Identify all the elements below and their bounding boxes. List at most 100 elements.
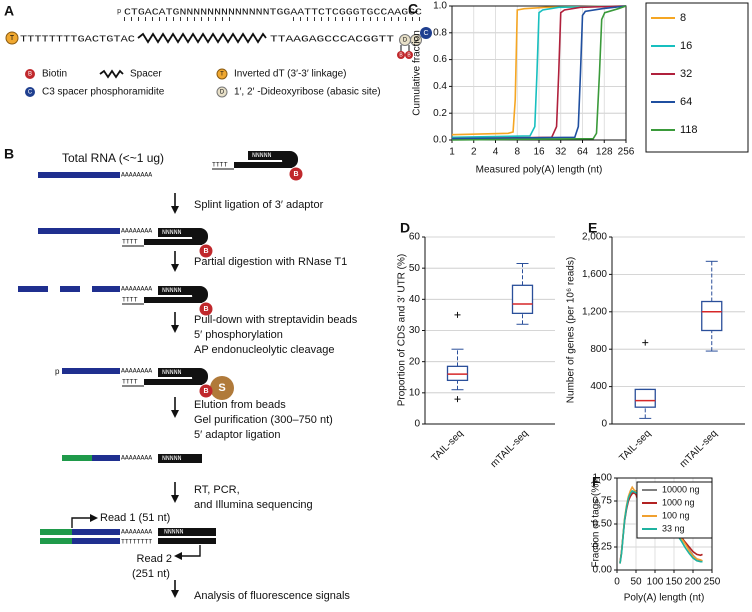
outlier xyxy=(454,311,461,318)
x-axis-title: Measured poly(A) length (nt) xyxy=(476,165,603,176)
read1-label: Read 1 (51 nt) xyxy=(100,512,170,524)
legend-label: 64 xyxy=(680,96,692,108)
step-text: 5′ phosphorylation xyxy=(194,329,283,341)
legend-text: Biotin xyxy=(42,69,67,80)
panel-label: B xyxy=(4,146,14,162)
icon-letter: D xyxy=(220,90,225,96)
rna xyxy=(40,529,72,535)
rna xyxy=(40,538,72,544)
rna xyxy=(62,368,120,374)
biotin-icon xyxy=(25,69,35,79)
legend-label: 1000 ng xyxy=(662,497,695,507)
adaptor-top xyxy=(158,286,200,295)
y-tick-label: 1,200 xyxy=(582,306,607,317)
icon-letter: B xyxy=(28,72,32,78)
box xyxy=(511,284,534,315)
umi: NNNNN xyxy=(252,152,272,159)
icon-letter: D xyxy=(414,38,419,44)
y-tick-label: 0.25 xyxy=(593,542,613,553)
legend-label: 8 xyxy=(680,12,686,24)
top-strand: CTGACATGNNNNNNNNNNNNNTGGAATTCTCGGGTGCCAA… xyxy=(124,7,423,17)
rna xyxy=(72,529,120,535)
legend-text: 1′, 2′ -Dideoxyribose (abasic site) xyxy=(234,87,381,98)
y-tick-label: 400 xyxy=(590,381,607,392)
biotin-letter: B xyxy=(203,306,208,313)
y-tick-label: 0.00 xyxy=(593,565,613,576)
icon-letter: D xyxy=(403,38,408,44)
panel-label: E xyxy=(588,220,597,236)
icon-letter: T xyxy=(220,72,224,78)
abasic-icon xyxy=(410,34,422,46)
streptavidin-bead xyxy=(210,376,234,400)
step-text: 5′ adaptor ligation xyxy=(194,429,280,441)
legend-label: 100 ng xyxy=(662,510,690,520)
phosphate: p xyxy=(55,367,60,376)
series-line xyxy=(451,5,627,141)
series-line xyxy=(451,5,627,136)
y-tick-label: 50 xyxy=(409,263,421,274)
y-tick-label: 0 xyxy=(601,419,607,430)
x-tick-label: 4 xyxy=(493,147,499,158)
adaptor-bottom xyxy=(158,538,216,544)
rna xyxy=(72,538,120,544)
spacer xyxy=(137,32,267,44)
x-tick-label: 200 xyxy=(685,577,702,588)
legend-text: Spacer xyxy=(130,69,162,80)
adaptor-loop xyxy=(192,368,208,385)
oligo-t: TTTT xyxy=(122,297,138,304)
biotin-icon xyxy=(405,51,413,59)
step-text: Elution from beads xyxy=(194,399,286,411)
umi: NNNNN xyxy=(162,369,182,376)
umi: NNNNN xyxy=(162,229,182,236)
y-tick-label: 0 xyxy=(414,419,420,430)
box xyxy=(701,300,723,332)
x-tick-label: 150 xyxy=(666,577,683,588)
poly-a: AAAAAAAA xyxy=(121,172,152,179)
outlier xyxy=(454,396,461,403)
adaptor-top xyxy=(158,228,200,237)
rna xyxy=(62,455,92,461)
linker xyxy=(400,45,410,52)
biotin xyxy=(199,244,213,258)
legend-text: C3 spacer phosphoramidite xyxy=(42,87,165,98)
step-text: RT, PCR, xyxy=(194,484,240,496)
x-tick-label: 256 xyxy=(618,147,635,158)
series-line xyxy=(451,5,627,140)
bottom-strand-left: TTTTTTTTGACTGTAC xyxy=(20,34,136,44)
y-axis-title: Number of genes (per 10⁶ reads) xyxy=(566,257,577,403)
spacer-icon xyxy=(99,69,124,79)
adaptor-loop xyxy=(192,228,208,245)
y-axis-title: Fraction of tags (%) xyxy=(591,480,602,567)
x-tick-label: 250 xyxy=(704,577,721,588)
outlier xyxy=(642,339,649,346)
x-tick-label: 2 xyxy=(471,147,477,158)
biotin xyxy=(289,167,303,181)
step-text: Partial digestion with RNase T1 xyxy=(194,256,347,268)
category-label: mTAIL-seq xyxy=(678,428,720,470)
y-axis-title: Cumulative fraction xyxy=(412,30,423,116)
legend-text: Inverted dT (3′-3′ linkage) xyxy=(234,69,347,80)
oligo-t: TTTT xyxy=(122,239,138,246)
y-tick-label: 0.50 xyxy=(593,519,613,530)
y-tick-label: 60 xyxy=(409,232,421,243)
legend-label: 33 ng xyxy=(662,523,685,533)
plot-frame xyxy=(451,5,627,141)
bottom-strand-right: TTAAGAGCCCACGGTT xyxy=(270,34,395,44)
y-tick-label: 1.00 xyxy=(593,473,613,484)
x-tick-label: 50 xyxy=(630,577,642,588)
step-text: Analysis of fluorescence signals xyxy=(194,590,350,602)
y-tick-label: 30 xyxy=(409,325,421,336)
y-tick-label: 2,000 xyxy=(582,232,607,243)
adaptor-top xyxy=(158,368,200,377)
category-label: mTAIL-seq xyxy=(489,428,531,470)
adaptor-top xyxy=(158,528,216,536)
step-text: Pull-down with streptavidin beads xyxy=(194,314,358,326)
x-tick-label: 100 xyxy=(647,577,664,588)
y-axis-title: Proportion of CDS and 3′ UTR (%) xyxy=(397,254,408,407)
legend-label: 16 xyxy=(680,40,692,52)
rna xyxy=(92,455,120,461)
y-tick-label: 0.2 xyxy=(433,108,447,119)
y-tick-label: 0.0 xyxy=(433,135,447,146)
